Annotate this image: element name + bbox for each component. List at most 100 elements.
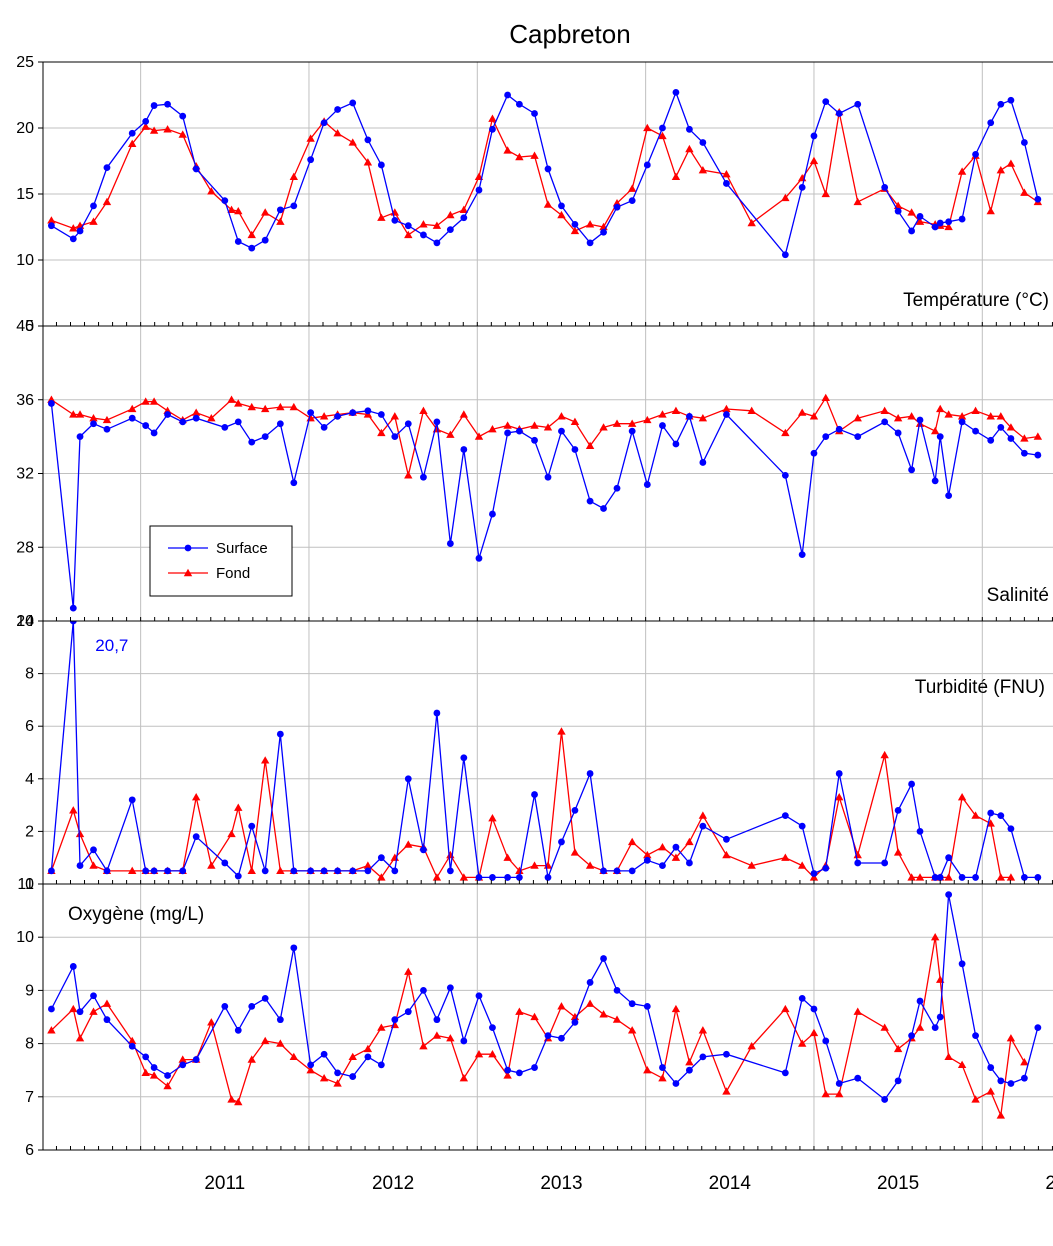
oxygen-fond-point (474, 1050, 484, 1058)
turbidity-surface-point (659, 862, 666, 869)
turbidity-surface-point (894, 806, 902, 814)
temperature-surface-point (234, 238, 242, 245)
x-tick-label-2011: 2011 (204, 1173, 245, 1194)
salinity-surface-point (515, 427, 523, 435)
oxygen-surface-point (558, 1034, 565, 1042)
salinity-fond-point (404, 471, 413, 479)
temperature-surface-point (349, 99, 357, 107)
temperature-surface-point (822, 98, 830, 105)
legend-label-fond: Fond (216, 565, 250, 582)
salinity-surface-point (103, 425, 111, 433)
turbidity-fond-point (1006, 873, 1016, 881)
temperature-ytick-label: 25 (16, 54, 34, 71)
turbidity-surface-point (103, 867, 111, 875)
salinity-fond-point (658, 410, 667, 418)
oxygen-fond-point (944, 1052, 953, 1061)
temperature-surface-point (571, 220, 579, 228)
temperature-surface-point (958, 215, 966, 223)
salinity-fond-point (996, 412, 1006, 420)
temperature-surface-point (558, 202, 565, 210)
oxygen-surface-point (276, 1016, 284, 1024)
temperature-surface-point (446, 226, 454, 234)
temperature-fond-point (178, 130, 187, 138)
salinity-surface-point (544, 473, 552, 481)
oxygen-surface-point (221, 1002, 229, 1010)
oxygen-surface-point (659, 1064, 666, 1071)
turbidity-surface-point (643, 856, 651, 864)
turbidity-surface-point (723, 835, 730, 843)
oxygen-panel-label: Oxygène (mg/L) (68, 904, 204, 925)
temperature-surface-point (290, 202, 298, 210)
temperature-fond-point (306, 134, 315, 142)
temperature-surface-point (544, 165, 552, 173)
oxygen-ytick-label: 10 (16, 929, 34, 946)
salinity-surface-point (1007, 435, 1015, 442)
temperature-fond-point (643, 123, 652, 132)
turbidity-surface-point (997, 812, 1005, 820)
turbidity-fond-point (377, 873, 386, 881)
turbidity-surface-point (916, 828, 924, 835)
temperature-fond-point (809, 156, 819, 165)
oxygen-surface-point (699, 1053, 707, 1061)
salinity-fond-point (907, 412, 916, 420)
salinity-surface-point (659, 422, 666, 429)
oxygen-fond-point (89, 1007, 98, 1015)
temperature-surface-point (586, 239, 594, 247)
turbidity-surface-point (234, 872, 242, 880)
oxygen-surface-point (571, 1018, 579, 1026)
turbidity-fond-point (971, 811, 980, 819)
oxygen-fond-point (102, 999, 112, 1007)
turbidity-surface-point (822, 864, 830, 872)
turbidity-surface-point (781, 812, 789, 820)
turbidity-fond-point (781, 853, 790, 861)
temperature-surface-point (945, 218, 953, 226)
turbidity-surface-point (945, 854, 953, 862)
turbidity-surface-point (164, 867, 171, 875)
salinity-fond-point (781, 428, 790, 437)
salinity-surface-point (997, 424, 1005, 431)
turbidity-fond-point (747, 861, 756, 869)
turbidity-surface-point (420, 846, 427, 854)
oxygen-fond-point (996, 1111, 1006, 1119)
oxygen-surface-point (192, 1056, 200, 1063)
turbidity-fond-point (797, 861, 807, 869)
salinity-surface-point (276, 420, 284, 428)
salinity-fond-point (747, 406, 756, 414)
temperature-fond-point (671, 172, 681, 180)
oxygen-fond-point (530, 1012, 539, 1021)
oxygen-fond-point (419, 1042, 428, 1050)
temperature-fond-point (69, 224, 78, 232)
turbidity-fond-point (658, 842, 667, 851)
salinity-surface-point (1020, 449, 1028, 457)
temperature-surface-point (931, 223, 939, 231)
oxygen-surface-point (420, 987, 427, 994)
oxygen-fond-point (503, 1071, 512, 1079)
oxygen-surface-point (261, 994, 269, 1002)
oxygen-fond-point (348, 1052, 357, 1061)
temperature-fond-point (685, 144, 694, 153)
temperature-fond-point (627, 184, 637, 192)
salinity-surface-point (234, 418, 242, 426)
salinity-fond-point (149, 397, 159, 405)
oxygen-surface-point (76, 1008, 84, 1016)
oxygen-ytick-label: 7 (25, 1089, 34, 1106)
oxygen-fond-point (207, 1018, 216, 1026)
salinity-fond-point (191, 408, 201, 416)
temperature-fond-point (530, 151, 539, 159)
oxygen-fond-point (47, 1026, 56, 1034)
oxygen-surface-point (433, 1016, 441, 1024)
oxygen-surface-point (475, 992, 483, 1000)
turbidity-surface-point (90, 846, 97, 854)
salinity-fond-point (503, 421, 512, 429)
salinity-surface-point (672, 440, 680, 448)
temperature-surface-point (307, 156, 315, 164)
turbidity-fond-point (363, 861, 373, 869)
salinity-surface-point (261, 433, 269, 441)
temperature-fond-point (247, 230, 256, 239)
turbidity-ytick-label: 8 (25, 666, 34, 683)
salinity-fond-point (1033, 432, 1043, 440)
turbidity-surface-point (798, 822, 806, 830)
turbidity-fond-point (227, 829, 236, 838)
temperature-surface-point (810, 132, 818, 140)
